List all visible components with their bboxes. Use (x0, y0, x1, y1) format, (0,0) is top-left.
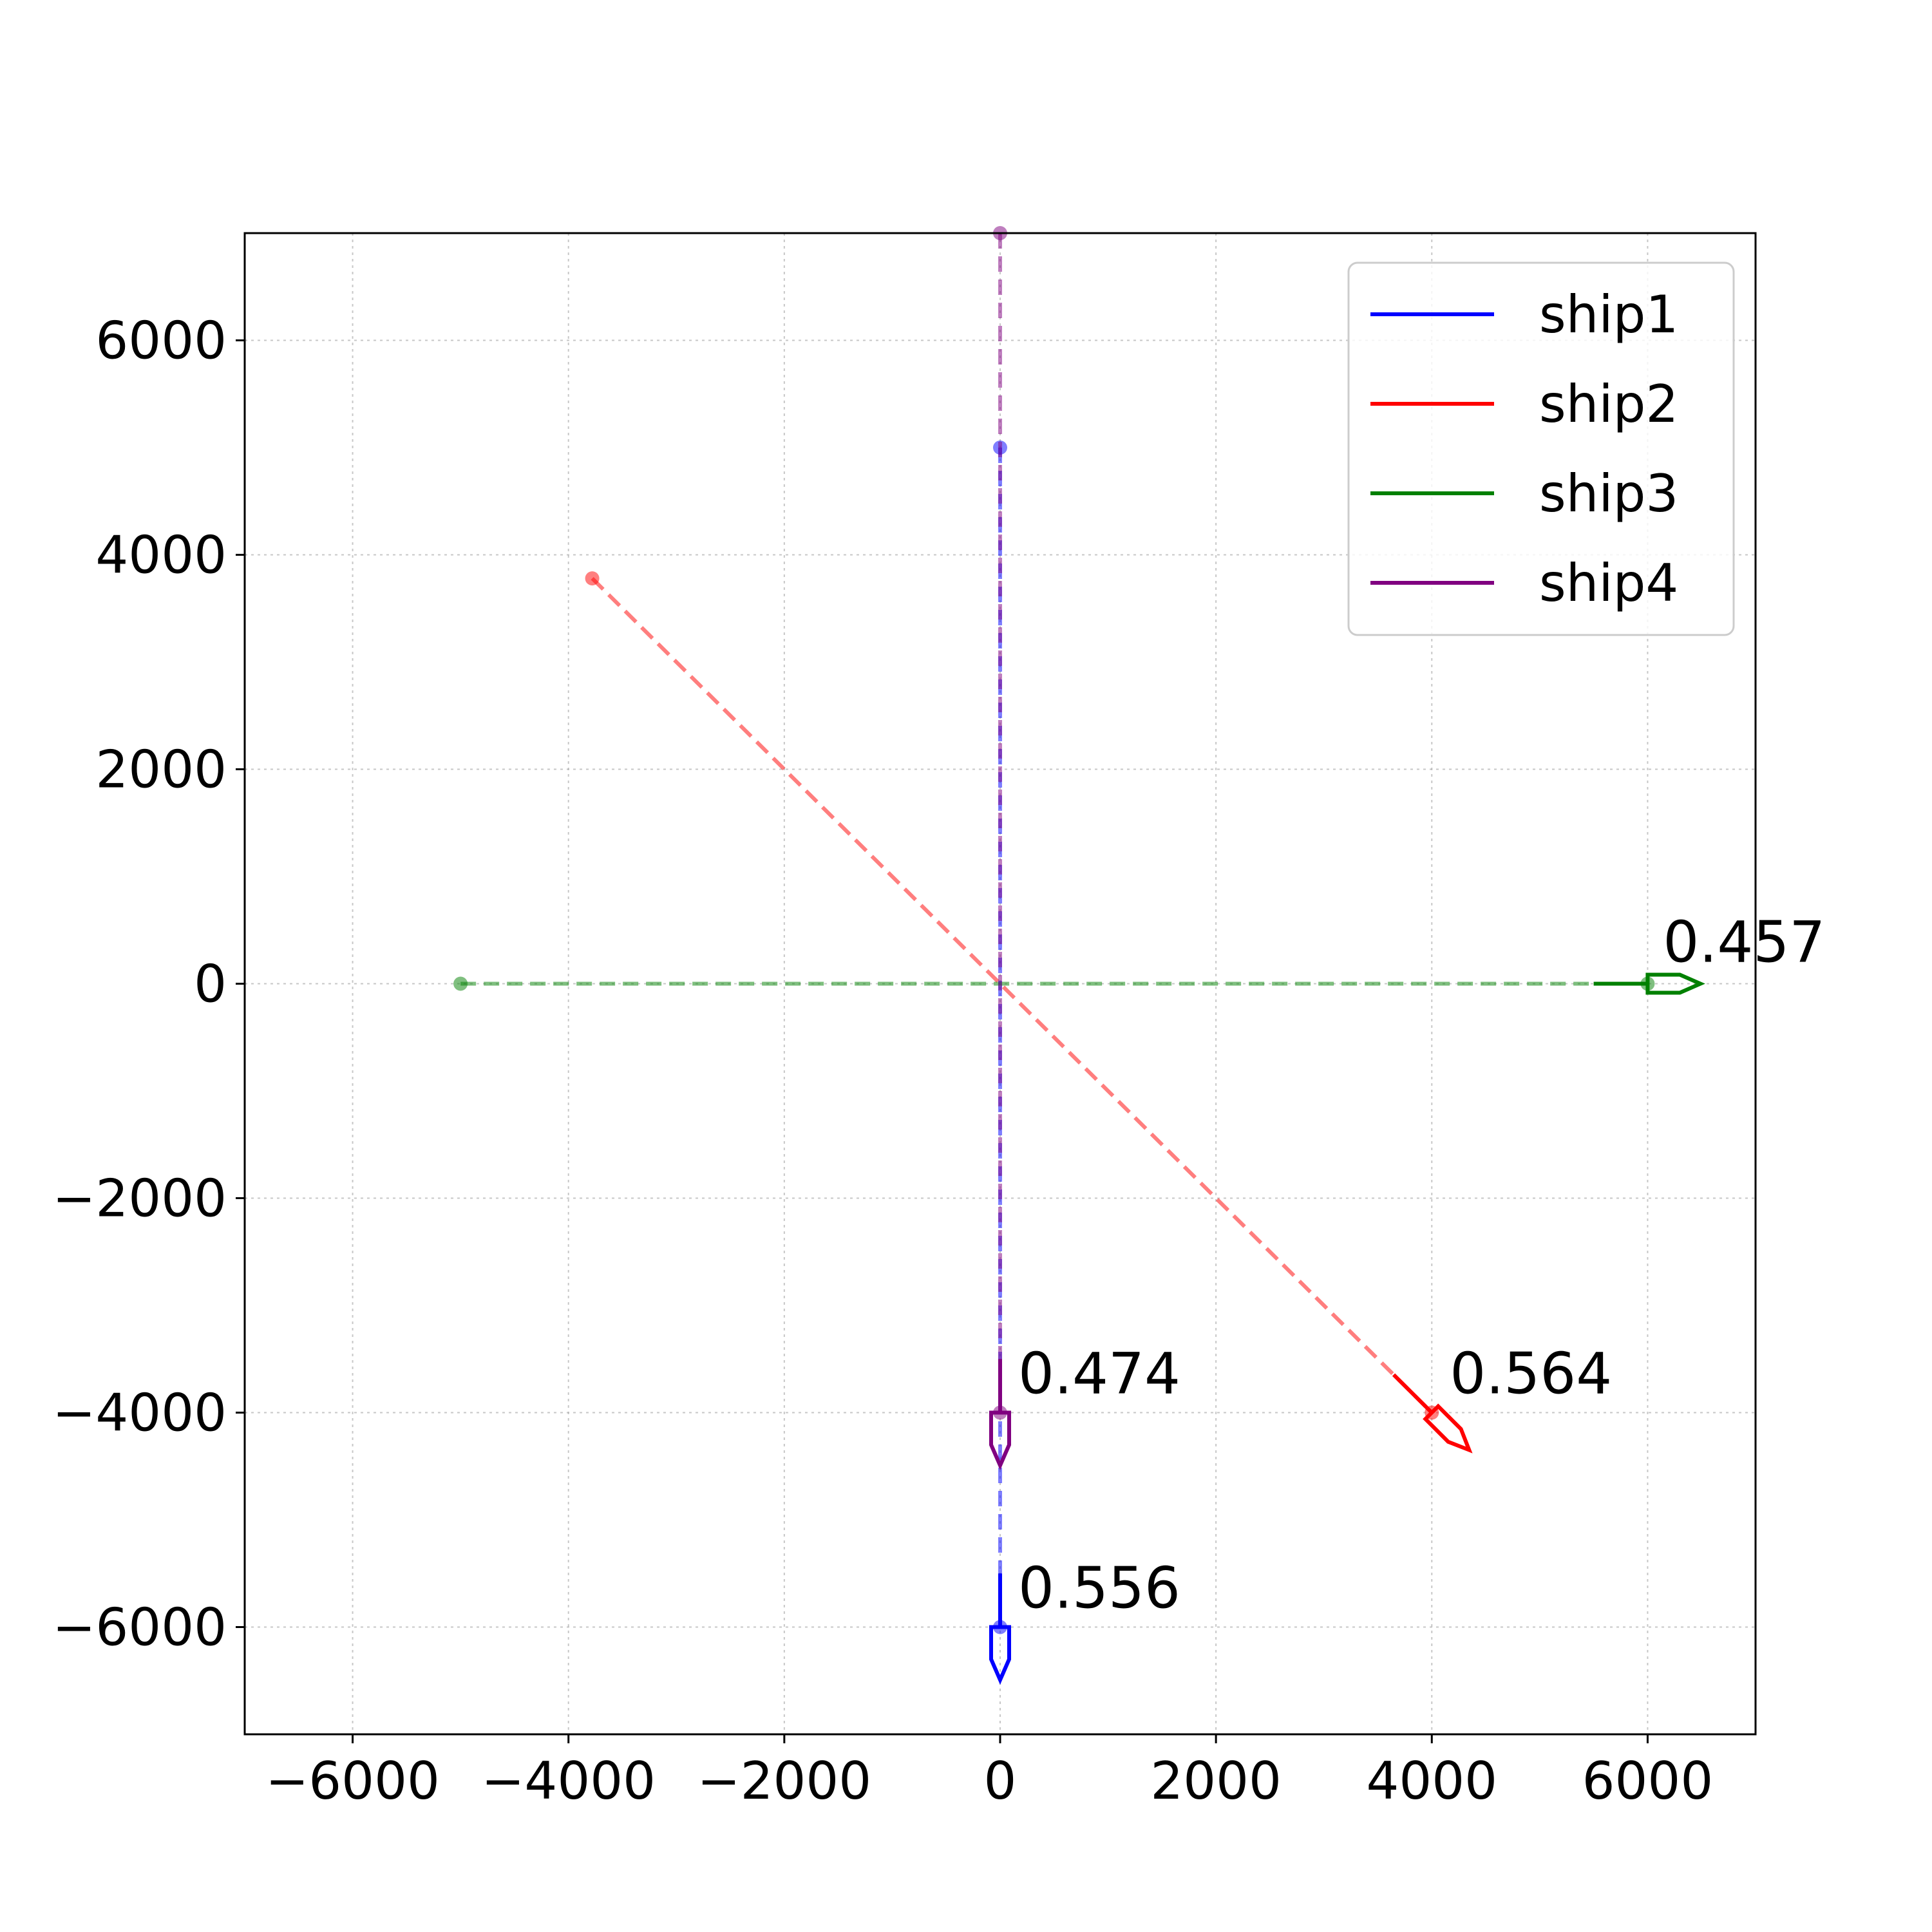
x-tick-label: −4000 (481, 1751, 656, 1811)
y-axis: −6000 −4000 −2000 0 2000 4000 6000 (52, 311, 245, 1658)
y-tick-label: 2000 (95, 740, 227, 800)
x-tick-label: −6000 (265, 1751, 440, 1811)
ship4-value-label: 0.474 (1018, 1341, 1180, 1407)
ship1-hull (989, 1625, 1011, 1685)
x-tick-label: 4000 (1366, 1751, 1497, 1811)
x-axis: −6000 −4000 −2000 0 2000 4000 6000 (265, 1734, 1713, 1811)
legend-box (1347, 261, 1735, 636)
ship2-value-label: 0.564 (1450, 1341, 1612, 1407)
ship2-start-point (585, 571, 600, 586)
legend-label-ship1: ship1 (1539, 285, 1678, 345)
y-tick-label: 0 (194, 954, 227, 1014)
ship2-hull (1423, 1403, 1473, 1454)
x-tick-label: 6000 (1582, 1751, 1714, 1811)
y-tick-label: 6000 (95, 311, 227, 371)
ship2-path (591, 577, 1434, 1414)
x-tick-label: −2000 (697, 1751, 872, 1811)
ship1-value-label: 0.556 (1018, 1555, 1180, 1622)
legend-label-ship3: ship3 (1539, 464, 1678, 524)
ship-paths (453, 226, 1648, 1627)
ship2-trail (1392, 1373, 1434, 1414)
legend-label-ship4: ship4 (1539, 553, 1678, 613)
y-tick-label: −6000 (52, 1598, 227, 1658)
value-annotations: 0.556 0.564 0.457 0.474 (1018, 909, 1825, 1622)
legend: ship1 ship2 ship3 ship4 (1347, 261, 1735, 636)
ship3-start-point (453, 976, 468, 991)
y-tick-label: −2000 (52, 1169, 227, 1229)
y-tick-label: 4000 (95, 526, 227, 585)
ship-markers (989, 972, 1705, 1685)
ship3-value-label: 0.457 (1663, 909, 1825, 976)
x-tick-label: 2000 (1150, 1751, 1282, 1811)
y-tick-label: −4000 (52, 1383, 227, 1443)
ship3-hull (1645, 972, 1705, 995)
legend-label-ship2: ship2 (1539, 374, 1678, 434)
ship4-hull (989, 1410, 1011, 1470)
x-tick-label: 0 (984, 1751, 1017, 1811)
